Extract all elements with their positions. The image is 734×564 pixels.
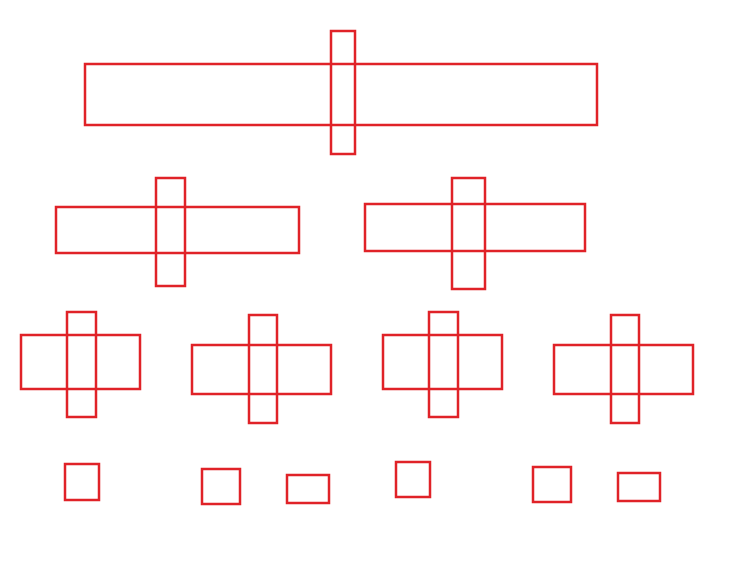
level4-square-4 — [531, 465, 573, 504]
shapes-layer — [19, 29, 695, 506]
level3-cross-1-vertical-bar — [65, 310, 98, 419]
level4-square-2 — [200, 467, 242, 506]
level4-square-3 — [394, 460, 432, 499]
level4-rectangle-1 — [285, 473, 331, 505]
level1-cross-vertical-bar — [329, 29, 357, 156]
level2-cross-right-horizontal-bar — [363, 202, 587, 253]
level2-cross-left-horizontal-bar — [54, 205, 301, 255]
level2-cross-left-vertical-bar — [154, 176, 187, 288]
level3-cross-2-vertical-bar — [247, 313, 279, 425]
level3-cross-1-horizontal-bar — [19, 333, 142, 391]
level4-rectangle-2 — [616, 471, 662, 503]
level3-cross-4-vertical-bar — [609, 313, 641, 425]
level2-cross-right-vertical-bar — [450, 176, 487, 291]
level3-cross-2-horizontal-bar — [190, 343, 333, 396]
level3-cross-4-horizontal-bar — [552, 343, 695, 396]
level1-cross-horizontal-bar — [83, 62, 599, 127]
level3-cross-3-vertical-bar — [427, 310, 460, 419]
level3-cross-3-horizontal-bar — [381, 333, 504, 391]
level4-square-1 — [63, 462, 101, 502]
